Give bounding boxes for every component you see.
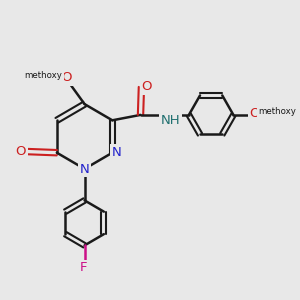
Text: methoxy: methoxy bbox=[258, 107, 296, 116]
Text: N: N bbox=[111, 146, 121, 159]
Text: methoxy: methoxy bbox=[25, 70, 63, 80]
Text: O: O bbox=[16, 145, 26, 158]
Text: NH: NH bbox=[160, 114, 180, 127]
Text: N: N bbox=[80, 163, 89, 176]
Text: F: F bbox=[80, 261, 87, 274]
Text: O: O bbox=[61, 71, 72, 84]
Text: O: O bbox=[249, 106, 260, 120]
Text: O: O bbox=[141, 80, 152, 93]
